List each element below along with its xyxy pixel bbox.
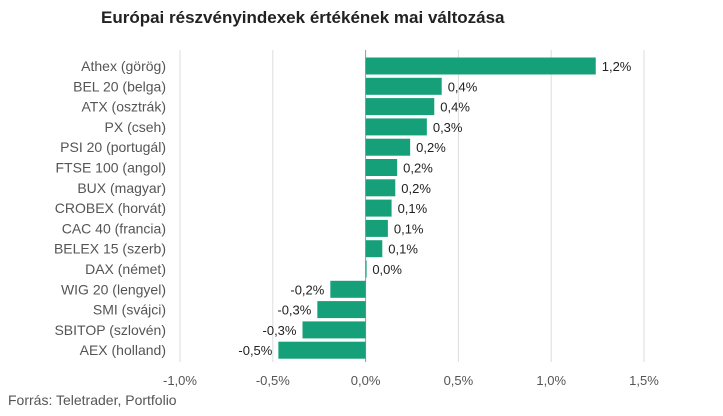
bar (302, 321, 366, 339)
value-label: 0,1% (394, 221, 424, 236)
bar (365, 179, 396, 197)
category-label: BELEX 15 (szerb) (54, 241, 166, 257)
bar (365, 57, 596, 75)
bar (317, 301, 366, 319)
value-label: 1,2% (602, 59, 632, 74)
value-label: -0,5% (238, 343, 272, 358)
x-tick-label: 1,0% (536, 373, 566, 388)
value-label: 0,2% (416, 140, 446, 155)
bar (365, 77, 442, 95)
value-label: 0,2% (403, 161, 433, 176)
value-label: -0,2% (290, 282, 324, 297)
bar (330, 280, 366, 298)
category-label: PSI 20 (portugál) (60, 139, 166, 155)
category-label: PX (cseh) (105, 119, 166, 135)
category-label: AEX (holland) (80, 342, 166, 358)
value-label: -0,3% (277, 303, 311, 318)
bar (365, 199, 392, 217)
x-tick-label: 1,5% (629, 373, 659, 388)
category-label: SBITOP (szlovén) (54, 322, 166, 338)
value-labels: 1,2% 0,4% 0,4% 0,3% 0,2% 0,2% 0,2% 0,1% 0,1% 0,1%… (238, 59, 631, 358)
value-label: 0,4% (440, 100, 470, 115)
x-axis-ticks: -1,0% -0,5% 0,0% 0,5% 1,0% 1,5% (163, 373, 659, 388)
category-label: ATX (osztrák) (81, 99, 166, 115)
value-label: 0,3% (433, 120, 463, 135)
bar (365, 159, 398, 176)
x-tick-label: -1,0% (163, 373, 197, 388)
value-label: 0,1% (388, 242, 418, 257)
bar (365, 138, 411, 156)
category-label: DAX (német) (85, 261, 166, 277)
value-label: 0,1% (398, 201, 428, 216)
value-label: 0,4% (448, 79, 478, 94)
category-label: SMI (svájci) (93, 302, 166, 318)
category-label: CROBEX (horvát) (55, 200, 166, 216)
source-note: Forrás: Teletrader, Portfolio (8, 392, 177, 408)
bar (365, 260, 367, 278)
category-label: Athex (görög) (81, 58, 166, 74)
bar (365, 118, 427, 136)
x-tick-label: 0,5% (444, 373, 474, 388)
bars (278, 57, 596, 359)
category-label: WIG 20 (lengyel) (61, 281, 166, 297)
category-label: FTSE 100 (angol) (56, 160, 167, 176)
category-labels: Athex (görög) BEL 20 (belga) ATX (osztrák)… (54, 58, 166, 358)
bar (365, 98, 435, 116)
chart-title: Európai részvényindexek értékének mai vá… (101, 8, 505, 27)
bar (278, 341, 366, 359)
category-label: BEL 20 (belga) (73, 78, 166, 94)
category-label: CAC 40 (francia) (62, 220, 166, 236)
x-tick-label: 0,0% (351, 373, 381, 388)
bar (365, 219, 388, 237)
category-label: BUX (magyar) (77, 180, 166, 196)
bar (365, 240, 383, 258)
x-tick-label: -0,5% (256, 373, 290, 388)
value-label: -0,3% (263, 323, 297, 338)
value-label: 0,0% (372, 262, 402, 277)
value-label: 0,2% (401, 181, 431, 196)
